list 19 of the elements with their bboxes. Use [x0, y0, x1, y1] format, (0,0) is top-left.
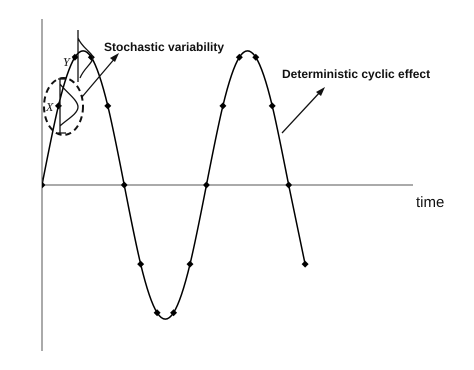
annotation: X	[45, 100, 54, 114]
point	[268, 102, 276, 110]
point	[236, 54, 243, 61]
point	[186, 260, 194, 268]
point	[120, 182, 128, 188]
point	[71, 54, 78, 61]
annotation: Deterministic cyclic effect	[282, 67, 430, 81]
annotation: Y	[63, 55, 71, 69]
point	[202, 182, 210, 188]
point	[137, 260, 144, 268]
point	[219, 102, 226, 110]
point	[154, 309, 161, 316]
point	[252, 54, 260, 61]
text: Stochastic variability	[104, 40, 224, 54]
text: time	[416, 194, 444, 211]
point	[285, 182, 292, 188]
point	[170, 309, 178, 316]
point	[104, 102, 112, 110]
point	[302, 260, 309, 268]
